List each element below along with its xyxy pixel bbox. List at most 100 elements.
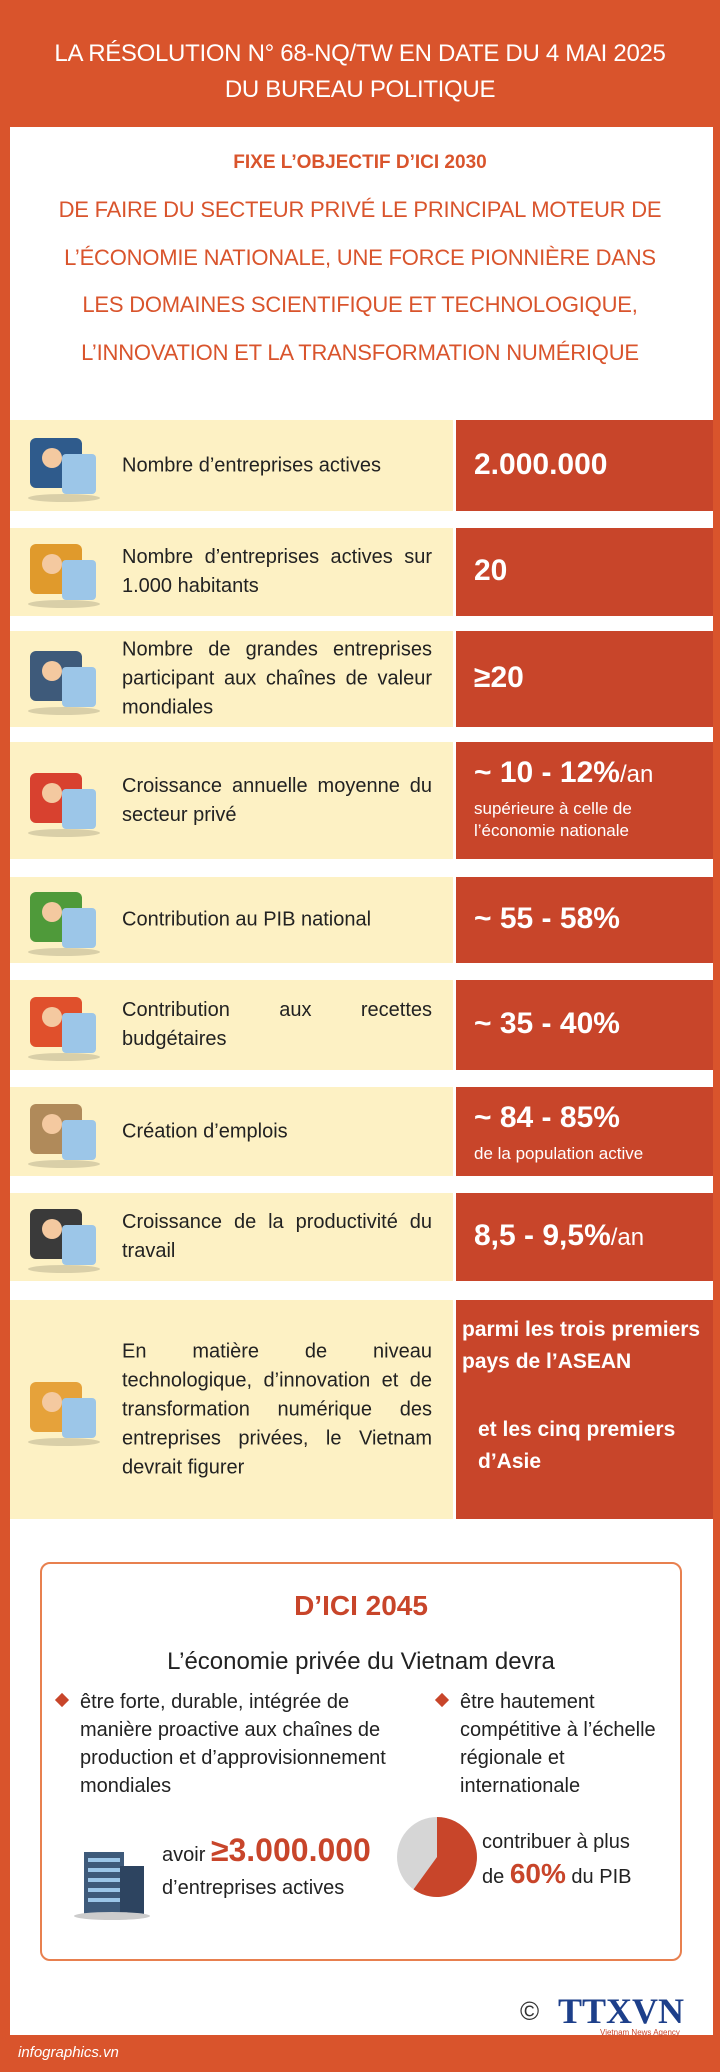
icon-windows: [88, 1858, 120, 1902]
icon-shape: [62, 788, 96, 829]
target-label: Croissance de la productivité du travail: [122, 1211, 432, 1262]
building-icon: [74, 1852, 150, 1920]
target-value: et les cinq premiers d’Asie: [478, 1418, 676, 1473]
icon-shape: [62, 560, 96, 600]
target-note: supérieure à celle de l’économie nationa…: [474, 799, 632, 840]
stat-value: 60%: [509, 1858, 566, 1889]
icon-shape: [62, 667, 96, 707]
bullet-icon: [54, 1692, 70, 1708]
row-icon: [28, 1103, 100, 1168]
icon-shadow: [28, 707, 100, 715]
vision-bullet: être hautement compétitive à l’échelle r…: [460, 1691, 656, 1797]
logo: TTXVN: [558, 1991, 685, 2031]
value-cell: 20: [456, 528, 713, 616]
target-label: Nombre d’entreprises actives sur 1.000 h…: [122, 546, 432, 597]
icon-shape: [84, 1852, 124, 1914]
icon-shadow: [28, 600, 100, 608]
icon-shape: [42, 661, 62, 681]
pie-share: [413, 1817, 477, 1897]
icon-shape: [42, 1113, 62, 1134]
icon-shadow: [28, 948, 100, 956]
target-label: Contribution au PIB national: [122, 908, 372, 931]
target-value: 2.000.000: [474, 447, 608, 481]
stat-line: contribuer à plus: [482, 1831, 630, 1853]
vision-bullet: être forte, durable, intégrée de manière…: [80, 1691, 386, 1797]
icon-shadow: [28, 1265, 100, 1273]
target-label: En matière de niveau technologique, d’in…: [122, 1340, 432, 1478]
row-icon: [28, 772, 100, 837]
value-cell: ~ 35 - 40%: [456, 980, 713, 1070]
target-unit: /an: [610, 1224, 645, 1251]
header-title: LA RÉSOLUTION N° 68-NQ/TW EN DATE DU 4 M…: [54, 40, 666, 67]
icon-shape: [62, 1013, 96, 1053]
row-icon: [28, 1209, 100, 1273]
target-note: de la population active: [474, 1144, 644, 1163]
target-value-line: 20: [474, 554, 507, 588]
target-value-line: ≥20: [474, 661, 524, 695]
row-icon: [28, 651, 100, 715]
target-value-line: ~ 55 - 58%: [474, 902, 620, 936]
icon-shadow: [28, 1159, 100, 1168]
icon-shape: [42, 1007, 62, 1027]
row-icon: [28, 892, 100, 956]
icon-shadow: [28, 828, 100, 837]
icon-shape: [62, 1397, 96, 1438]
objective-line: LES DOMAINES SCIENTIFIQUE ET TECHNOLOGIQ…: [82, 292, 638, 317]
objective-line: DE FAIRE DU SECTEUR PRIVÉ LE PRINCIPAL M…: [58, 197, 662, 222]
target-value: ≥20: [474, 661, 524, 694]
value-cell: ≥20: [456, 631, 713, 727]
stat-suffix: d’entreprises actives: [162, 1877, 345, 1899]
value-cell: ~ 10 - 12%/an supérieure à celle de l’éco…: [456, 742, 713, 859]
target-value: 20: [474, 554, 508, 587]
target-value: 8,5 - 9,5%: [474, 1219, 611, 1252]
value-cell: parmi les trois premiers pays de l’ASEAN…: [456, 1300, 713, 1519]
header-title: DU BUREAU POLITIQUE: [224, 76, 496, 103]
row-icon: [28, 1381, 100, 1446]
target-value: ~ 55 - 58%: [474, 902, 620, 935]
icon-shape: [62, 1119, 96, 1160]
icon-shape: [42, 447, 62, 468]
target-label: Création d’emplois: [122, 1120, 288, 1142]
target-label: Croissance annuelle moyenne du secteur p…: [122, 774, 432, 826]
icon-shape: [42, 1219, 62, 1239]
target-value-line: ~ 10 - 12%/an: [474, 756, 653, 790]
row-icon: [28, 544, 100, 608]
pie-icon: [397, 1817, 477, 1897]
copyright: ©: [520, 1996, 540, 2026]
vision-box: D’ICI 2045 L’économie privée du Vietnam …: [40, 1562, 682, 1961]
stat-suffix: du PIB: [571, 1866, 632, 1888]
icon-shadow: [28, 1437, 100, 1446]
icon-shape: [42, 554, 62, 574]
target-value: ~ 84 - 85%: [474, 1101, 620, 1134]
vision-title: D’ICI 2045: [294, 1590, 428, 1621]
icon-shape: [120, 1866, 144, 1914]
icon-shape: [62, 453, 96, 494]
target-value-line: ~ 84 - 85%: [474, 1101, 620, 1135]
bullet-icon: [434, 1692, 450, 1708]
value-cell: ~ 55 - 58%: [456, 877, 713, 963]
bullet-diamond: [434, 1692, 450, 1708]
icon-shape: [42, 902, 62, 922]
target-label: Contribution aux recettes budgétaires: [122, 999, 432, 1050]
row-icon: [28, 997, 100, 1061]
value-cell: ~ 84 - 85% de la population active: [456, 1087, 713, 1176]
header: LA RÉSOLUTION N° 68-NQ/TW EN DATE DU 4 M…: [0, 0, 720, 125]
value-cell: 2.000.000: [456, 420, 713, 511]
icon-shadow: [28, 493, 100, 502]
target-value: ~ 10 - 12%: [474, 756, 620, 789]
icon-shape: [42, 1391, 62, 1412]
target-value: ~ 35 - 40%: [474, 1007, 620, 1040]
objective-heading: FIXE L’OBJECTIF D’ICI 2030: [233, 152, 487, 173]
icon-shape: [62, 908, 96, 948]
stat-prefix: avoir: [162, 1844, 206, 1866]
target-label: Nombre de grandes entreprises participan…: [122, 638, 432, 719]
stat-line: avoir ≥3.000.000: [162, 1834, 371, 1869]
icon-shadow: [28, 1053, 100, 1061]
target-value-line: ~ 35 - 40%: [474, 1007, 620, 1041]
logo-subtitle: Vietnam News Agency: [600, 2028, 680, 2037]
target-value-line: 2.000.000: [474, 448, 607, 482]
icon-shape: [62, 1225, 96, 1265]
icon-shadow: [74, 1912, 150, 1920]
row-icon: [28, 437, 100, 502]
